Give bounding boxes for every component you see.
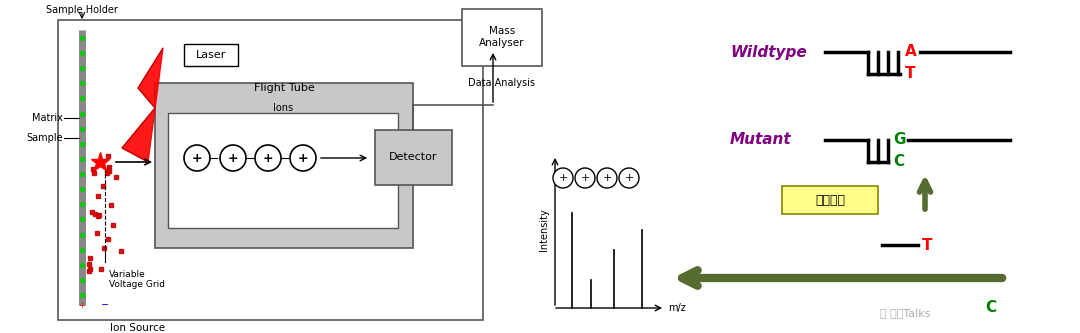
Bar xyxy=(168,113,399,228)
Circle shape xyxy=(220,145,246,171)
Text: +: + xyxy=(603,173,611,183)
Text: Intensity: Intensity xyxy=(539,209,549,251)
Text: +: + xyxy=(79,300,85,309)
Circle shape xyxy=(255,145,281,171)
Circle shape xyxy=(575,168,595,188)
Text: Detector: Detector xyxy=(389,152,437,162)
Bar xyxy=(156,83,413,248)
Circle shape xyxy=(597,168,617,188)
Text: Laser: Laser xyxy=(195,50,226,60)
Circle shape xyxy=(184,145,210,171)
Text: +: + xyxy=(262,152,273,165)
Text: T: T xyxy=(922,237,932,252)
Text: Flight Tube: Flight Tube xyxy=(254,83,314,93)
Text: Sample: Sample xyxy=(26,133,63,143)
Text: C: C xyxy=(893,155,904,169)
Circle shape xyxy=(619,168,639,188)
Text: +: + xyxy=(228,152,239,165)
Text: Sample Holder: Sample Holder xyxy=(46,5,118,15)
Text: 引物延伸: 引物延伸 xyxy=(815,193,845,206)
Polygon shape xyxy=(122,48,163,162)
Text: A: A xyxy=(905,45,917,60)
Text: +: + xyxy=(580,173,590,183)
Text: Ion Source: Ion Source xyxy=(110,323,165,333)
FancyBboxPatch shape xyxy=(782,186,878,214)
Text: +: + xyxy=(298,152,308,165)
FancyBboxPatch shape xyxy=(184,44,238,66)
Text: +: + xyxy=(624,173,634,183)
Text: −: − xyxy=(100,300,109,310)
Text: T: T xyxy=(905,67,916,82)
Text: +: + xyxy=(558,173,568,183)
Text: m/z: m/z xyxy=(669,303,686,313)
Text: Ions: Ions xyxy=(273,103,293,113)
Text: Mass
Analyser: Mass Analyser xyxy=(480,26,525,48)
Circle shape xyxy=(291,145,316,171)
Text: Variable
Voltage Grid: Variable Voltage Grid xyxy=(109,270,165,289)
Text: Data Analysis: Data Analysis xyxy=(469,78,536,88)
Text: Wildtype: Wildtype xyxy=(730,45,807,60)
Bar xyxy=(375,130,453,185)
Circle shape xyxy=(553,168,573,188)
Text: 🧬 基因Talks: 🧬 基因Talks xyxy=(880,308,930,318)
Text: C: C xyxy=(985,300,996,315)
Text: +: + xyxy=(191,152,202,165)
Text: Matrix: Matrix xyxy=(32,113,63,123)
FancyBboxPatch shape xyxy=(462,9,542,66)
Text: G: G xyxy=(893,133,905,148)
Bar xyxy=(58,20,483,320)
Text: Mutant: Mutant xyxy=(730,133,792,148)
